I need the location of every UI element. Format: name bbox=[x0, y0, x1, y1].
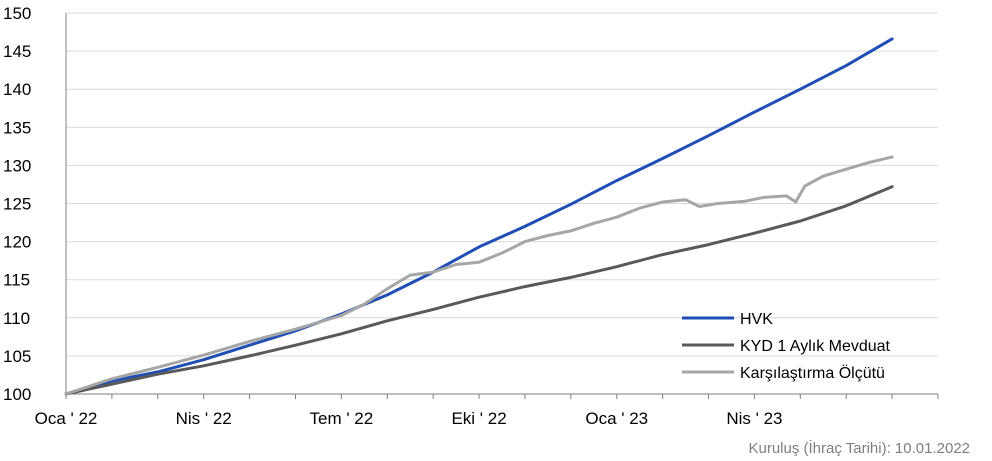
legend-label: KYD 1 Aylık Mevduat bbox=[740, 338, 891, 355]
x-tick-label: Tem ' 22 bbox=[310, 409, 374, 428]
y-tick-label: 150 bbox=[3, 4, 31, 23]
series-line-3 bbox=[64, 155, 894, 396]
legend-label: Karşılaştırma Ölçütü bbox=[740, 364, 885, 382]
x-axis-ticks: Oca ' 22 Nis ' 22 Tem ' 22 Eki ' 22 Oca ' 23… bbox=[35, 409, 783, 428]
y-tick-label: 130 bbox=[3, 156, 31, 175]
y-axis-ticks: 100 105 110 115 120 125 130 135 140 145 150 bbox=[3, 4, 31, 404]
y-tick-label: 125 bbox=[3, 195, 31, 214]
y-tick-label: 105 bbox=[3, 347, 31, 366]
axes bbox=[65, 13, 939, 399]
x-tick-label: Oca ' 22 bbox=[35, 409, 98, 428]
x-tick-label: Nis ' 22 bbox=[176, 409, 232, 428]
y-tick-label: 120 bbox=[3, 233, 31, 252]
legend-label: HVK bbox=[740, 311, 773, 328]
y-tick-label: 135 bbox=[3, 118, 31, 137]
series-line-1 bbox=[64, 37, 894, 396]
y-tick-label: 140 bbox=[3, 80, 31, 99]
y-tick-label: 115 bbox=[3, 271, 30, 290]
y-tick-label: 100 bbox=[3, 385, 31, 404]
x-tick-label: Oca ' 23 bbox=[585, 409, 648, 428]
inception-date-note: Kuruluş (İhraç Tarihi): 10.01.2022 bbox=[748, 440, 970, 457]
series-line-2 bbox=[64, 185, 894, 396]
x-tick-label: Nis ' 23 bbox=[726, 409, 782, 428]
x-tick-label: Eki ' 22 bbox=[451, 409, 506, 428]
legend: HVK KYD 1 Aylık Mevduat Karşılaştırma Ölçü… bbox=[682, 311, 891, 382]
y-tick-label: 110 bbox=[3, 309, 30, 328]
series-lines bbox=[64, 37, 894, 396]
gridlines bbox=[66, 12, 938, 357]
y-tick-label: 145 bbox=[3, 42, 31, 61]
